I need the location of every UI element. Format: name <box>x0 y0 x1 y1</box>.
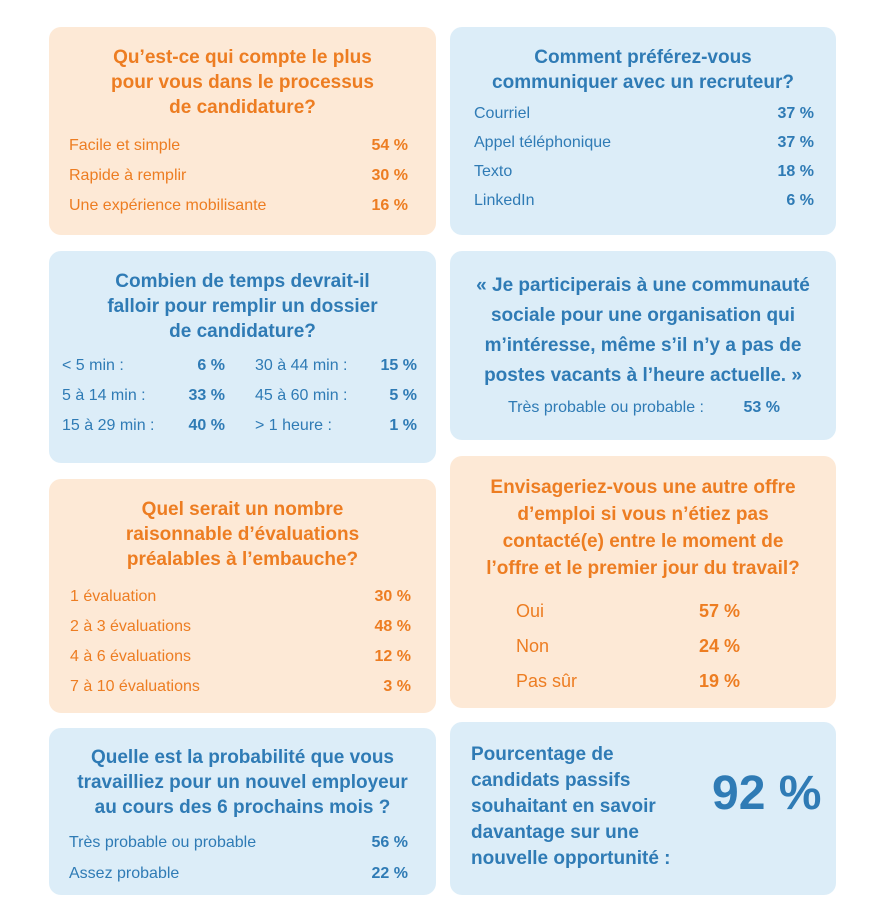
stat-row: Non 24 % <box>516 636 740 660</box>
stat-value: 6 % <box>197 357 225 374</box>
stat-value: 22 % <box>371 865 408 882</box>
stat-row: Courriel 37 % <box>474 105 814 127</box>
stat-label: 4 à 6 évaluations <box>70 648 191 665</box>
stat-row: 45 à 60 min : 5 % <box>255 387 417 409</box>
stat-value: 57 % <box>698 601 740 621</box>
stat-label: 30 à 44 min : <box>255 357 348 374</box>
stat-label: > 1 heure : <box>255 417 332 434</box>
stat-label: Texto <box>474 163 513 180</box>
stat-label: Pas sûr <box>516 671 578 691</box>
stat-label: Oui <box>516 601 545 621</box>
card-title: Quel serait un nombre raisonnable d’éval… <box>125 499 360 570</box>
stat-value: 33 % <box>188 387 225 404</box>
stat-value: 37 % <box>777 105 814 122</box>
passive-candidates-text: Pourcentage de candidats passifs souhait… <box>471 744 671 869</box>
stat-row: > 1 heure : 1 % <box>255 417 417 439</box>
stat-row: < 5 min : 6 % <box>62 357 225 379</box>
stat-value: 30 % <box>374 588 411 605</box>
stat-label: 7 à 10 évaluations <box>70 678 200 695</box>
stat-label: 1 évaluation <box>70 588 157 605</box>
stat-row: Appel téléphonique 37 % <box>474 134 814 156</box>
card-application-priorities: Qu’est-ce qui compte le plus pour vous d… <box>49 27 436 235</box>
stat-label: Non <box>516 636 550 656</box>
stat-label: Très probable ou probable <box>69 834 257 851</box>
stat-label: 45 à 60 min : <box>255 387 348 404</box>
stat-row: Facile et simple 54 % <box>69 137 408 159</box>
stat-value: 24 % <box>698 636 740 656</box>
stat-label: Une expérience mobilisante <box>69 197 267 214</box>
stat-value: 56 % <box>371 834 408 851</box>
card-title: Comment préférez-vous communiquer avec u… <box>492 47 794 93</box>
stat-row: 1 évaluation 30 % <box>70 588 411 610</box>
quote-text: « Je participerais à une communauté soci… <box>476 275 810 386</box>
card-title: Quelle est la probabilité que vous trava… <box>77 747 408 818</box>
stat-value: 12 % <box>374 648 411 665</box>
stat-value: 19 % <box>698 671 740 691</box>
stat-row: Pas sûr 19 % <box>516 671 740 695</box>
stat-row: Très probable ou probable 56 % <box>69 834 408 856</box>
stat-label: Facile et simple <box>69 137 181 154</box>
stat-value: 53 % <box>743 399 780 416</box>
stat-row: Oui 57 % <box>516 601 740 625</box>
stat-label: LinkedIn <box>474 192 535 209</box>
stat-row: Très probable ou probable : 53 % <box>508 399 780 421</box>
stat-row: 15 à 29 min : 40 % <box>62 417 225 439</box>
card-application-time: Combien de temps devrait-il falloir pour… <box>49 251 436 463</box>
card-title: Qu’est-ce qui compte le plus pour vous d… <box>111 47 374 118</box>
stat-row: Une expérience mobilisante 16 % <box>69 197 408 219</box>
stat-label: Rapide à remplir <box>69 167 187 184</box>
stat-row: Assez probable 22 % <box>69 865 408 887</box>
stat-row: 30 à 44 min : 15 % <box>255 357 417 379</box>
stat-value: 5 % <box>389 387 417 404</box>
stat-value: 18 % <box>777 163 814 180</box>
stat-label: Courriel <box>474 105 531 122</box>
card-recruiter-contact: Comment préférez-vous communiquer avec u… <box>450 27 836 235</box>
stat-label: < 5 min : <box>62 357 124 374</box>
stat-row: 7 à 10 évaluations 3 % <box>70 678 411 700</box>
stat-row: LinkedIn 6 % <box>474 192 814 214</box>
stat-row: Texto 18 % <box>474 163 814 185</box>
stat-row: 5 à 14 min : 33 % <box>62 387 225 409</box>
stat-value: 30 % <box>371 167 408 184</box>
card-other-offer: Envisageriez-vous une autre offre d’empl… <box>450 456 836 708</box>
big-stat-value: 92 % <box>712 767 822 820</box>
stat-value: 48 % <box>374 618 411 635</box>
card-title: Combien de temps devrait-il falloir pour… <box>107 271 378 342</box>
stat-label: 15 à 29 min : <box>62 417 155 434</box>
stat-value: 3 % <box>383 678 411 695</box>
stat-value: 6 % <box>786 192 814 209</box>
stat-value: 15 % <box>380 357 417 374</box>
stat-value: 16 % <box>371 197 408 214</box>
card-passive-candidates: Pourcentage de candidats passifs souhait… <box>450 722 836 895</box>
card-new-employer: Quelle est la probabilité que vous trava… <box>49 728 436 895</box>
card-community-quote: « Je participerais à une communauté soci… <box>450 251 836 440</box>
stat-value: 40 % <box>188 417 225 434</box>
stat-row: 2 à 3 évaluations 48 % <box>70 618 411 640</box>
stat-label: Très probable ou probable : <box>508 399 704 416</box>
stat-row: 4 à 6 évaluations 12 % <box>70 648 411 670</box>
card-assessments: Quel serait un nombre raisonnable d’éval… <box>49 479 436 713</box>
stat-label: 2 à 3 évaluations <box>70 618 191 635</box>
stat-row: Rapide à remplir 30 % <box>69 167 408 189</box>
stat-value: 1 % <box>389 417 417 434</box>
card-title: Envisageriez-vous une autre offre d’empl… <box>486 477 800 579</box>
stat-value: 54 % <box>371 137 408 154</box>
stat-label: Assez probable <box>69 865 180 882</box>
stat-value: 37 % <box>777 134 814 151</box>
stat-label: Appel téléphonique <box>474 134 612 151</box>
stat-label: 5 à 14 min : <box>62 387 146 404</box>
